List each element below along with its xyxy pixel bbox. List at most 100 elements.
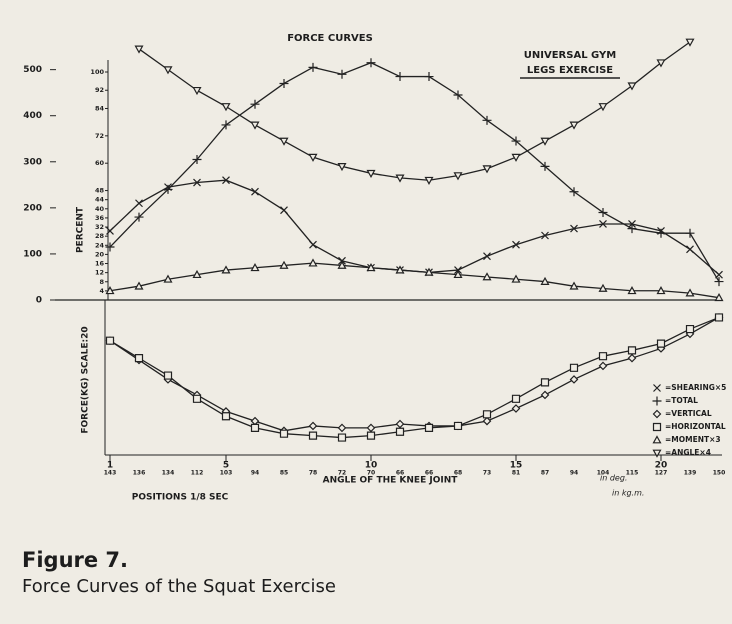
data-point [337,423,347,433]
data-point [512,240,520,249]
data-point [656,286,666,295]
data-point [714,277,724,287]
data-point [134,354,144,363]
data-point [279,260,289,269]
data-point [337,260,347,269]
data-point [685,228,695,238]
legend-label: =ANGLE×4 [665,448,711,457]
y2-tick-label: 8 [99,278,104,286]
y2-tick-label: 60 [95,159,105,167]
angle-label: 127 [655,470,668,477]
data-point [424,423,434,432]
data-point [192,269,202,279]
y2-tick-label: 84 [95,104,105,112]
data-point [222,176,230,185]
data-point [134,45,144,54]
data-point [308,153,318,162]
data-point [279,137,289,146]
data-point [453,90,463,100]
data-point [627,82,637,91]
legend-marker [653,384,661,392]
data-point [105,286,115,295]
data-point [308,62,318,72]
y2-tick-label: 48 [95,187,105,195]
angle-label: 115 [626,470,639,477]
data-point [250,423,260,432]
data-point [627,346,637,355]
y-tick-label: 100 [23,249,42,259]
data-point [482,165,492,174]
y-tick-label: 200 [23,203,42,213]
data-point [685,38,695,47]
data-point [192,394,202,403]
data-point [134,281,144,290]
data-point [540,390,550,400]
data-point [482,272,492,281]
data-point [569,363,579,372]
y-tick-label: 300 [23,157,42,167]
data-point [221,412,231,421]
annotation: in deg. [600,474,627,483]
series-line [109,262,720,299]
data-point [656,339,666,348]
chart-title: FORCE CURVES [287,33,373,44]
y2-tick-label: 24 [95,241,105,249]
annotation: LEGS EXERCISE [527,65,613,76]
data-point [482,115,492,125]
data-point [366,58,376,68]
data-point [221,120,231,130]
data-point [163,66,173,75]
data-point [569,121,579,130]
series-line [109,179,720,276]
x-tick-label: 20 [655,461,668,471]
data-point [686,245,694,254]
data-point [483,252,491,261]
data-point [250,263,260,272]
data-point [250,416,260,426]
y2-tick-label: 40 [95,205,105,213]
data-point [163,184,173,194]
angle-label: 87 [541,470,549,477]
y-tick-label: 0 [36,296,42,306]
data-point [598,103,608,112]
data-point [308,421,318,431]
figure-label: Figure 7. [22,548,129,572]
angle-label: 136 [133,470,146,477]
data-point [540,276,550,285]
data-point [105,336,115,345]
y2-tick-label: 12 [95,269,104,277]
legend-marker [652,396,662,406]
legend-marker [652,435,662,444]
data-point [627,353,637,363]
data-point [540,161,550,171]
data-point [193,178,201,187]
data-point [279,78,289,88]
data-point [308,258,318,267]
legend-label: =HORIZONTAL [665,422,726,431]
y2-tick-label: 72 [95,132,104,140]
data-point [598,207,608,217]
data-point [511,136,521,146]
y-tick-label: 400 [23,111,42,121]
data-point [685,324,695,334]
series-line [109,316,720,432]
y2-label: PERCENT [76,206,86,253]
legend-marker [652,449,662,458]
y-tick-label: 500 [23,65,42,75]
data-point [395,427,405,436]
data-point [569,281,579,290]
angle-label: 104 [597,470,610,477]
data-point [395,419,405,429]
angle-label: 73 [483,470,491,477]
data-point [598,361,608,371]
x-tick-label: 10 [365,461,378,471]
angle-label: 72 [338,470,346,477]
data-point [424,267,434,276]
legend-label: =SHEARING×5 [665,383,726,392]
y2-tick-label: 4 [99,287,104,295]
angle-label: 70 [367,470,375,477]
data-point [250,99,260,109]
data-point [337,433,347,442]
data-point [598,283,608,292]
